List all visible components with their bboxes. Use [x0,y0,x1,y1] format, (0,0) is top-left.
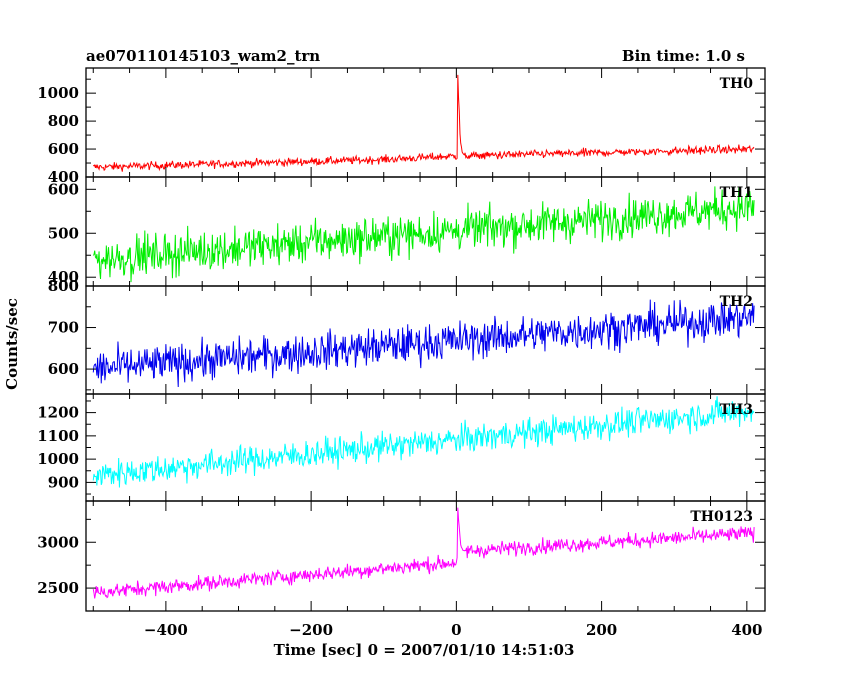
y-axis-label: Counts/sec [3,298,21,390]
y-tick-label: 600 [48,360,79,378]
x-tick-label: −200 [289,621,333,639]
panel-th0: 400 600 800 1000 TH0 [37,67,766,186]
panel-frame [85,67,766,178]
y-tick-label: 600 [48,140,79,158]
x-tick-label: 200 [586,621,617,639]
series-line-th1 [92,186,755,283]
panel-th0123: 2500 3000 TH0123 [37,500,766,612]
panel-th3: 900 1000 1100 1200 TH3 [37,393,766,502]
series-line-th2 [92,299,755,387]
panel-frame [85,500,766,612]
x-tick-label: 400 [731,621,762,639]
y-tick-label: 700 [48,319,79,337]
panel-label-th0: TH0 [720,76,754,92]
panel-label-th3: TH3 [720,402,753,418]
y-tick-label: 900 [48,473,79,491]
x-tick-labels: −400 −200 0 200 400 [144,621,763,639]
panel-frame [85,285,766,395]
y-tick-label: 500 [48,224,79,242]
panel-label-th0123: TH0123 [690,509,753,525]
series-line-th0123 [92,507,755,599]
y-tick-label: 400 [48,268,79,286]
y-tick-label: 3000 [37,533,79,551]
y-tick-label: 800 [48,112,79,130]
x-axis-label: Time [sec] 0 = 2007/01/10 14:51:03 [274,641,575,659]
y-tick-label: 1100 [37,427,79,445]
chart-title: ae070110145103_wam2_trn [86,47,320,65]
panel-th1: 400 500 600 TH1 [48,176,766,287]
y-tick-label: 2500 [37,579,79,597]
panel-frame [85,393,766,502]
bin-time-label: Bin time: 1.0 s [622,47,745,65]
series-line-th3 [92,396,755,488]
y-tick-label: 1000 [37,450,79,468]
y-tick-label: 1000 [37,84,79,102]
y-tick-label: 800 [48,277,79,295]
y-tick-label: 400 [48,168,79,186]
panel-th2: 600 700 800 TH2 [48,277,766,395]
y-tick-label: 600 [48,180,79,198]
series-line-th0 [92,74,755,172]
x-tick-label: 0 [451,621,461,639]
panel-label-th2: TH2 [720,294,753,310]
y-tick-label: 1200 [37,404,79,422]
panel-label-th1: TH1 [720,185,753,201]
x-tick-label: −400 [144,621,188,639]
